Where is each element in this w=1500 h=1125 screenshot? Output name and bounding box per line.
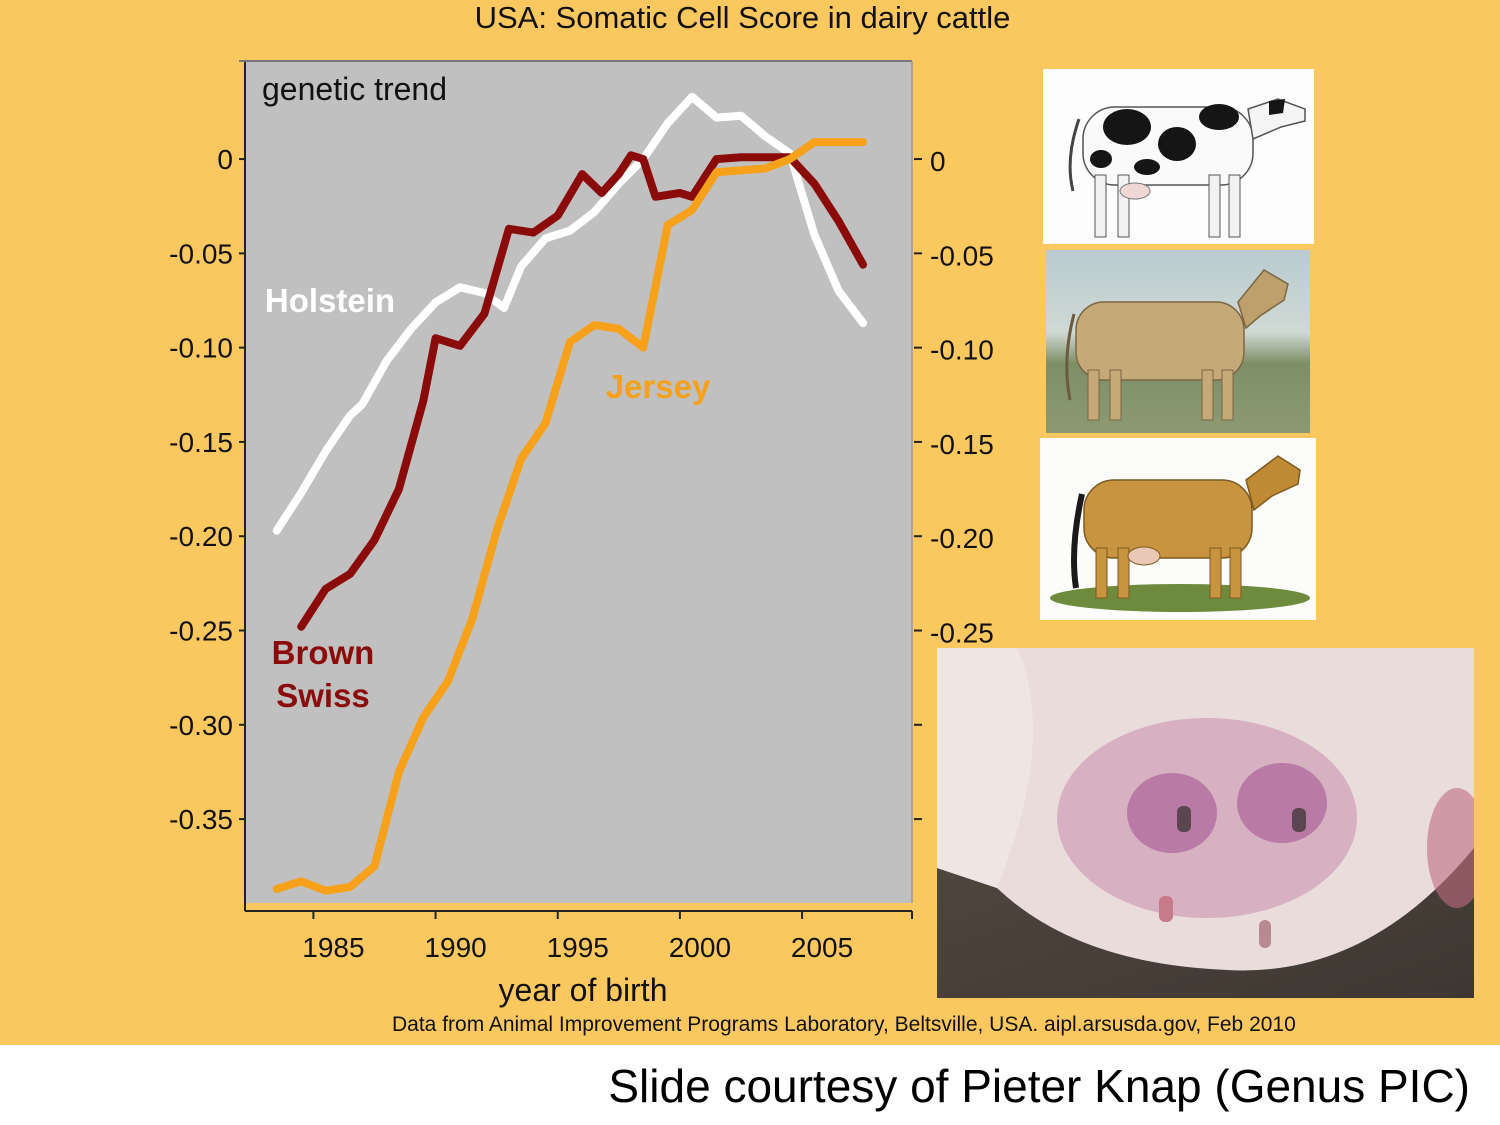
- series-line-holstein: [272, 92, 868, 535]
- y-tick-label-left: -0.30: [169, 710, 233, 741]
- holstein-cow-photo: [1043, 69, 1314, 244]
- series-label-jersey: Jersey: [606, 368, 711, 405]
- courtesy-credit: Slide courtesy of Pieter Knap (Genus PIC…: [608, 1060, 1470, 1112]
- y-tick-label-right: -0.20: [930, 523, 994, 554]
- series-layer: [272, 92, 868, 895]
- brown-swiss-cow-photo: [1046, 250, 1310, 433]
- y-tick-label-right: -0.10: [930, 335, 994, 366]
- holstein-cow-icon: [1068, 98, 1306, 238]
- jersey-cow-photo: [1040, 438, 1316, 620]
- x-tick-label: 1995: [547, 932, 609, 963]
- labels-layer: Holstein Brown Swiss Jersey: [265, 282, 711, 714]
- y-tick-label-left: -0.25: [169, 616, 233, 647]
- source-note: Data from Animal Improvement Programs La…: [392, 1013, 1296, 1036]
- y-tick-label-right: -0.15: [930, 429, 994, 460]
- series-line-brown-swiss: [297, 151, 868, 631]
- slide-background: USA: Somatic Cell Score in dairy cattle …: [0, 0, 1500, 1045]
- brown-swiss-cow-icon: [1065, 269, 1289, 421]
- x-tick-label: 1985: [302, 932, 364, 963]
- y-tick-label-left: -0.20: [169, 521, 233, 552]
- udder-icon: [937, 648, 1474, 971]
- axes: 0 -0.05 -0.10 -0.15 -0.20 -0.25 -0.30 -0.35 0 -0.…: [169, 60, 994, 1008]
- x-tick-label: 2000: [669, 932, 731, 963]
- series-label-brown-swiss: Swiss: [276, 677, 370, 714]
- y-tick-label-right: -0.05: [930, 240, 994, 271]
- slide-title: USA: Somatic Cell Score in dairy cattle: [474, 0, 1011, 35]
- y-tick-label-left: -0.05: [169, 238, 233, 269]
- y-tick-label-left: -0.15: [169, 427, 233, 458]
- x-tick-label: 1990: [424, 932, 486, 963]
- y-tick-label-left: -0.10: [169, 333, 233, 364]
- series-label-brown-swiss: Brown: [272, 634, 375, 671]
- series-line-jersey: [272, 138, 868, 895]
- chart: 0 -0.05 -0.10 -0.15 -0.20 -0.25 -0.30 -0.35 0 -0.…: [169, 60, 994, 1008]
- y-tick-label-left: -0.35: [169, 804, 233, 835]
- panel-label: genetic trend: [262, 71, 447, 107]
- y-tick-label-right: 0: [930, 146, 946, 177]
- udder-photo: [937, 648, 1474, 998]
- x-tick-label: 2005: [791, 932, 853, 963]
- series-label-holstein: Holstein: [265, 282, 395, 319]
- y-tick-label-right: -0.25: [930, 618, 994, 649]
- y-tick-label-left: 0: [217, 144, 233, 175]
- jersey-cow-icon: [1050, 455, 1310, 612]
- x-axis-label: year of birth: [499, 972, 668, 1008]
